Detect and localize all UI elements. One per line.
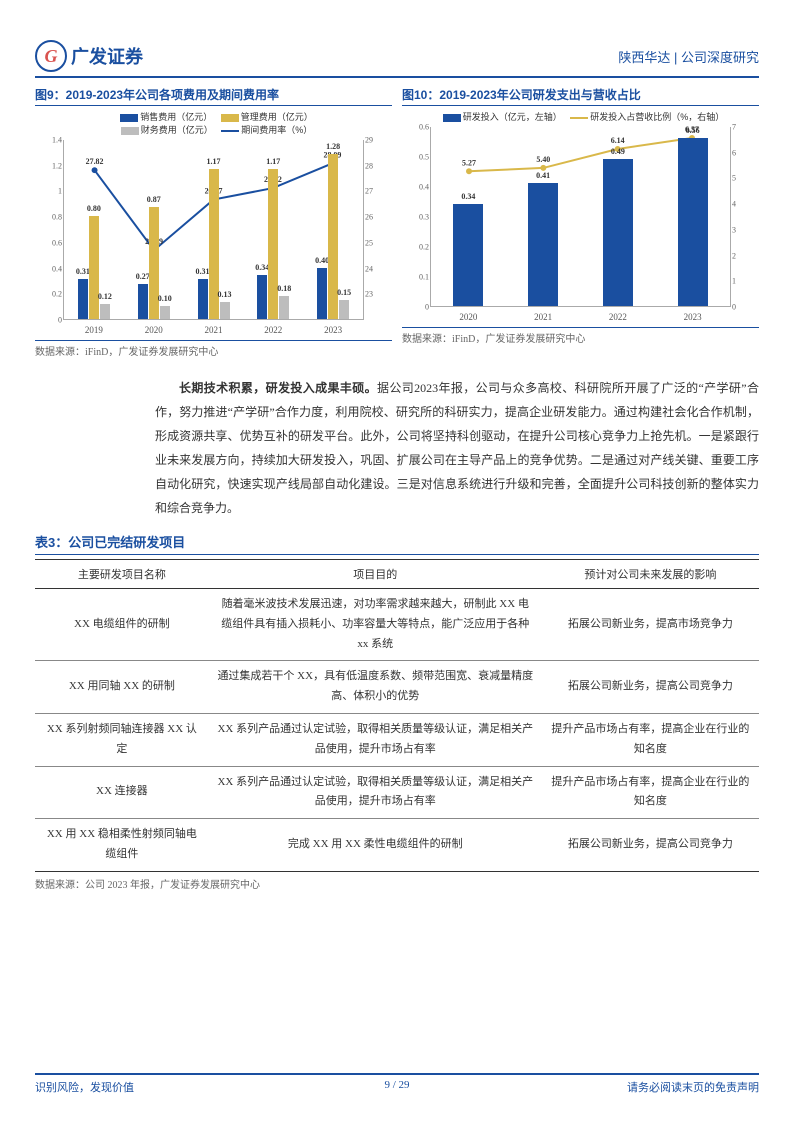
table-row: XX 连接器XX 系列产品通过认定试验，取得相关质量等级认证，满足相关产品使用，… [35,766,759,819]
bar: 0.49 [603,159,633,306]
bar: 0.31 [198,279,208,319]
logo-text: 广发证券 [71,43,143,69]
table-cell: 提升产品市场占有率，提高企业在行业的知名度 [542,713,759,766]
chart10-title: 图10：2019-2023年公司研发支出与营收占比 [402,86,759,106]
svg-text:27.82: 27.82 [86,157,104,166]
bar: 0.34 [453,204,483,306]
chart9-title: 图9：2019-2023年公司各项费用及期间费用率 [35,86,392,106]
bar: 0.40 [317,268,327,319]
chart10-plot: 00.10.20.30.40.50.6 01234567 20202021202… [430,127,731,307]
legend-swatch [221,114,239,122]
table-cell: XX 系列产品通过认定试验，取得相关质量等级认证，满足相关产品使用，提升市场占有… [209,713,542,766]
table-row: XX 电缆组件的研制随着毫米波技术发展迅速，对功率需求越来越大，研制此 XX 电… [35,589,759,661]
table-cell: 随着毫米波技术发展迅速，对功率需求越来越大，研制此 XX 电缆组件具有插入损耗小… [209,589,542,661]
legend-label: 财务费用（亿元） [141,125,213,135]
bar: 1.17 [268,169,278,319]
logo-icon: G [35,40,67,72]
bar: 0.10 [160,306,170,319]
legend-swatch [121,127,139,135]
table-header: 预计对公司未来发展的影响 [542,560,759,589]
svg-text:6.14: 6.14 [611,136,625,145]
legend-label: 管理费用（亿元） [241,112,313,122]
table-cell: XX 系列产品通过认定试验，取得相关质量等级认证，满足相关产品使用，提升市场占有… [209,766,542,819]
chart9: 图9：2019-2023年公司各项费用及期间费用率 销售费用（亿元） 管理费用（… [35,86,392,358]
svg-text:5.40: 5.40 [536,155,550,164]
header-doc-title: 陕西华达 | 公司深度研究 [618,47,759,66]
legend-swatch [120,114,138,122]
bar: 0.13 [220,302,230,319]
chart10: 图10：2019-2023年公司研发支出与营收占比 研发投入（亿元，左轴） 研发… [402,86,759,358]
table-cell: XX 系列射频同轴连接器 XX 认定 [35,713,209,766]
table-row: XX 用 XX 稳相柔性射频同轴电缆组件完成 XX 用 XX 柔性电缆组件的研制… [35,819,759,872]
bar: 0.41 [528,183,558,306]
chart10-source: 数据来源：iFinD，广发证券发展研究中心 [402,327,759,345]
table-cell: 通过集成若干个 XX，具有低温度系数、频带范围宽、衰减量精度高、体积小的优势 [209,661,542,714]
legend-label: 销售费用（亿元） [140,112,212,122]
chart9-source: 数据来源：iFinD，广发证券发展研究中心 [35,340,392,358]
table-cell: 完成 XX 用 XX 柔性电缆组件的研制 [209,819,542,872]
table3-source: 数据来源：公司 2023 年报，广发证券发展研究中心 [35,876,759,891]
bar: 0.80 [89,216,99,319]
bar: 0.15 [339,300,349,319]
table-cell: XX 用 XX 稳相柔性射频同轴电缆组件 [35,819,209,872]
body-paragraph: 长期技术积累，研发投入成果丰硕。据公司2023年报，公司与众多高校、科研院所开展… [155,376,759,520]
bar: 0.18 [279,296,289,319]
table-cell: 提升产品市场占有率，提高企业在行业的知名度 [542,766,759,819]
bar: 0.27 [138,284,148,319]
legend-line [570,117,588,119]
charts-row: 图9：2019-2023年公司各项费用及期间费用率 销售费用（亿元） 管理费用（… [35,86,759,358]
legend-label: 研发投入占营收比例（%，右轴） [590,112,724,122]
chart9-legend: 销售费用（亿元） 管理费用（亿元） 财务费用（亿元） 期间费用率（%） [35,110,392,136]
chart9-plot: 00.20.40.60.811.21.4 23242526272829 2019… [63,140,364,320]
bar: 0.56 [678,138,708,306]
table-cell: XX 连接器 [35,766,209,819]
table-header: 项目目的 [209,560,542,589]
legend-label: 研发投入（亿元，左轴） [463,112,562,122]
footer-page: 9 / 29 [35,1079,759,1091]
table-cell: 拓展公司新业务，提高公司竞争力 [542,819,759,872]
table3-title: 表3：公司已完结研发项目 [35,532,759,555]
chart10-legend: 研发投入（亿元，左轴） 研发投入占营收比例（%，右轴） [402,110,759,123]
body-text-span: 据公司2023年报，公司与众多高校、科研院所开展了广泛的“产学研”合作，努力推进… [155,381,759,515]
bar: 0.34 [257,275,267,319]
legend-swatch [443,114,461,122]
logo: G 广发证券 [35,40,143,72]
table3: 主要研发项目名称项目目的预计对公司未来发展的影响 XX 电缆组件的研制随着毫米波… [35,559,759,872]
bar: 0.31 [78,279,88,319]
table-cell: XX 用同轴 XX 的研制 [35,661,209,714]
table-cell: 拓展公司新业务，提高公司竞争力 [542,661,759,714]
table-cell: XX 电缆组件的研制 [35,589,209,661]
legend-line [221,130,239,132]
table-header: 主要研发项目名称 [35,560,209,589]
table-row: XX 系列射频同轴连接器 XX 认定XX 系列产品通过认定试验，取得相关质量等级… [35,713,759,766]
body-lead: 长期技术积累，研发投入成果丰硕。 [179,381,377,395]
legend-label: 期间费用率（%） [241,125,312,135]
table-row: XX 用同轴 XX 的研制通过集成若干个 XX，具有低温度系数、频带范围宽、衰减… [35,661,759,714]
bar: 0.12 [100,304,110,319]
page-header: G 广发证券 陕西华达 | 公司深度研究 [35,40,759,78]
svg-text:5.27: 5.27 [462,158,476,167]
page-footer: 识别风险，发现价值 9 / 29 请务必阅读末页的免责声明 [35,1073,759,1095]
table-cell: 拓展公司新业务，提高市场竞争力 [542,589,759,661]
